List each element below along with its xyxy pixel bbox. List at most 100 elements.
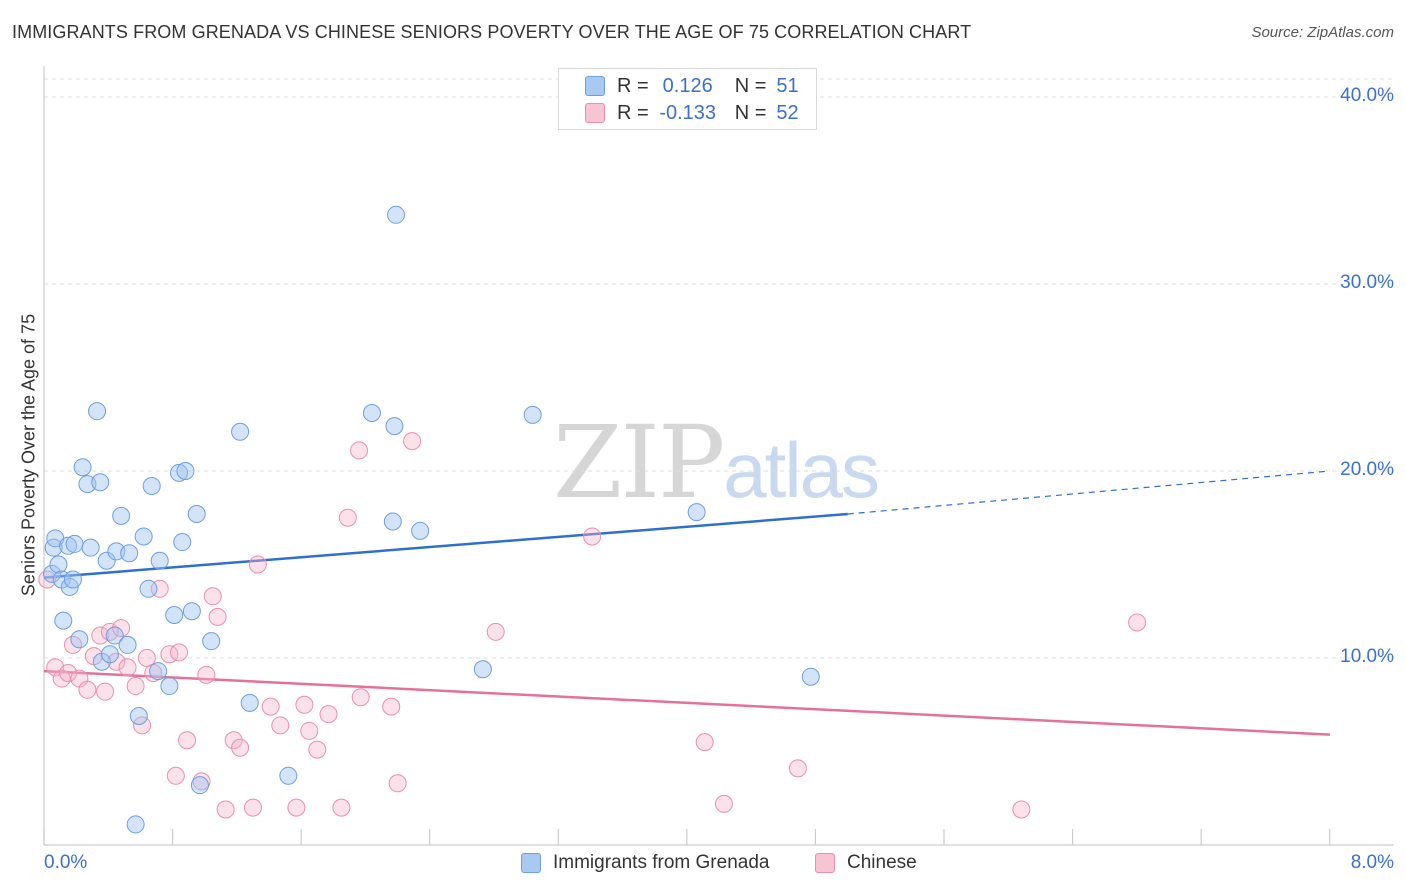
data-point-chinese: [126, 677, 145, 696]
data-point-grenada: [73, 458, 92, 477]
legend-swatch-chinese: [585, 103, 605, 123]
data-point-chinese: [178, 731, 197, 750]
trendline-grenada: [43, 512, 848, 579]
data-point-grenada: [231, 422, 250, 441]
grid-layer: [44, 78, 1394, 659]
legend-r-label: R =: [617, 101, 649, 124]
data-point-chinese: [91, 626, 110, 645]
legend-n-value: 51: [776, 74, 799, 97]
data-point-grenada: [383, 512, 402, 531]
data-point-grenada: [43, 564, 62, 583]
data-point-grenada: [126, 815, 145, 834]
legend-r-label: R =: [617, 74, 649, 97]
data-point-grenada: [202, 632, 221, 651]
data-point-chinese: [351, 688, 370, 707]
watermark-atlas: atlas: [723, 426, 880, 514]
legend-r-value: -0.133: [659, 101, 717, 124]
data-point-grenada: [112, 506, 131, 525]
legend-n-label: N =: [734, 74, 767, 97]
legend-r-value: 0.126: [662, 74, 713, 97]
data-point-chinese: [695, 733, 714, 752]
data-point-chinese: [38, 570, 57, 589]
legend-n-value: 52: [776, 101, 799, 124]
data-point-chinese: [216, 800, 235, 819]
series-legend-swatch-chinese: [815, 853, 835, 873]
data-point-grenada: [150, 551, 169, 570]
x-tick-label-min: 0.0%: [44, 852, 88, 873]
data-point-grenada: [139, 579, 158, 598]
trendline-chinese: [43, 669, 1331, 736]
data-point-chinese: [382, 697, 401, 716]
data-point-grenada: [118, 635, 137, 654]
data-point-grenada: [105, 626, 124, 645]
data-point-chinese: [78, 680, 97, 699]
data-point-grenada: [149, 662, 168, 681]
data-point-grenada: [362, 404, 381, 423]
data-point-chinese: [261, 697, 280, 716]
data-point-chinese: [137, 649, 156, 667]
data-point-chinese: [295, 695, 314, 714]
data-point-grenada: [120, 544, 139, 563]
data-point-chinese: [166, 766, 185, 785]
watermark: ZIPatlas: [553, 404, 880, 521]
data-point-grenada: [160, 677, 179, 696]
data-point-grenada: [44, 538, 63, 557]
data-point-chinese: [59, 663, 78, 682]
data-point-chinese: [107, 652, 126, 671]
data-point-grenada: [387, 205, 406, 224]
data-point-grenada: [473, 660, 492, 679]
data-point-chinese: [96, 682, 115, 701]
data-point-grenada: [129, 706, 148, 725]
chart-title: IMMIGRANTS FROM GRENADA VS CHINESE SENIO…: [12, 22, 972, 42]
data-point-grenada: [170, 463, 189, 482]
data-point-grenada: [49, 555, 68, 574]
data-point-grenada: [88, 402, 107, 421]
y-tick-label: 10.0%: [1340, 646, 1394, 667]
data-point-chinese: [118, 658, 137, 677]
watermark-zip: ZIP: [553, 404, 725, 521]
data-point-grenada: [279, 766, 298, 785]
data-point-chinese: [388, 774, 407, 793]
data-point-grenada: [182, 602, 201, 621]
correlation-legend: R = 0.126 N = 51 R = -0.133 N = 52: [558, 68, 817, 130]
data-point-grenada: [63, 570, 82, 589]
data-point-chinese: [203, 587, 222, 606]
series-legend-label: Immigrants from Grenada: [553, 852, 770, 873]
trendline-grenada-extension: [847, 470, 1331, 515]
legend-row-chinese: R = -0.133 N = 52: [585, 100, 799, 126]
series-legend-item-chinese[interactable]: Chinese: [815, 852, 917, 874]
series-legend-swatch-grenada: [521, 853, 541, 873]
data-point-grenada: [54, 611, 73, 630]
data-point-grenada: [801, 667, 820, 686]
data-point-grenada: [165, 605, 184, 624]
data-point-chinese: [248, 555, 267, 574]
data-point-chinese: [224, 731, 243, 750]
data-point-chinese: [208, 607, 227, 626]
trend-layer: [43, 470, 1331, 736]
data-point-grenada: [70, 630, 89, 649]
data-point-chinese: [1128, 613, 1147, 632]
series-legend-label: Chinese: [847, 852, 917, 873]
y-tick-label: 20.0%: [1340, 459, 1394, 480]
data-point-grenada: [176, 462, 195, 480]
series-legend-item-grenada[interactable]: Immigrants from Grenada: [521, 852, 769, 874]
data-point-chinese: [197, 665, 216, 684]
data-point-grenada: [134, 527, 153, 546]
x-tick-label-max: 8.0%: [1350, 852, 1394, 873]
data-point-chinese: [583, 527, 602, 546]
data-point-grenada: [523, 405, 542, 424]
data-point-grenada: [142, 476, 161, 495]
axis-layer: [43, 66, 1394, 846]
data-point-grenada: [240, 693, 259, 712]
point-layer: [38, 205, 1147, 834]
data-point-chinese: [338, 508, 357, 527]
data-point-chinese: [243, 798, 262, 817]
data-point-chinese: [350, 441, 369, 460]
legend-swatch-grenada: [585, 76, 605, 96]
data-point-chinese: [403, 432, 422, 451]
data-point-grenada: [97, 551, 116, 570]
data-point-chinese: [1012, 800, 1031, 819]
data-point-chinese: [319, 705, 338, 724]
data-point-grenada: [91, 473, 110, 492]
